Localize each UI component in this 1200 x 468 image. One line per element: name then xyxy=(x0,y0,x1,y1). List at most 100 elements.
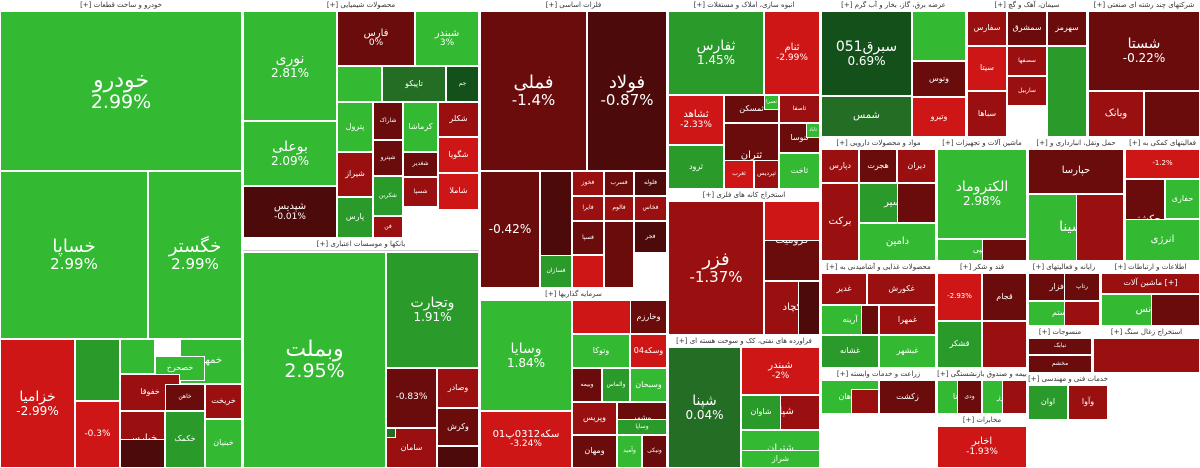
stock-tile[interactable]: خزامیا -2.99% xyxy=(0,339,75,468)
stock-tile[interactable]: خساپا 2.99% xyxy=(0,171,148,339)
stock-tile[interactable]: وصادر xyxy=(437,368,479,408)
stock-tile[interactable]: سصفها xyxy=(1007,46,1047,76)
stock-tile[interactable]: هجرت xyxy=(859,149,897,183)
stock-tile[interactable] xyxy=(437,446,479,468)
stock-tile[interactable] xyxy=(120,439,165,468)
stock-tile[interactable] xyxy=(897,183,936,223)
stock-tile[interactable]: -0.83% xyxy=(386,368,437,428)
stock-tile[interactable] xyxy=(1093,338,1200,373)
stock-tile[interactable]: سباها xyxy=(967,91,1007,137)
stock-tile[interactable]: والماس xyxy=(602,368,630,402)
stock-tile[interactable]: ونیکی xyxy=(642,435,667,468)
stock-tile[interactable]: ثاباد xyxy=(806,123,820,138)
stock-tile[interactable]: شاملا xyxy=(438,173,479,210)
stock-tile[interactable]: ودی xyxy=(957,380,982,414)
stock-tile[interactable]: سفارس xyxy=(967,11,1007,46)
stock-tile[interactable]: وسایا 1.84% xyxy=(480,300,572,411)
stock-tile[interactable] xyxy=(982,321,1027,368)
stock-tile[interactable]: مخشم xyxy=(1028,355,1092,373)
stock-tile[interactable] xyxy=(572,255,604,288)
stock-tile[interactable]: وتوس xyxy=(912,61,966,97)
stock-tile[interactable]: وساپا xyxy=(617,419,667,435)
stock-tile[interactable]: وبملت 2.95% xyxy=(243,252,386,468)
stock-tile[interactable]: فایرا xyxy=(572,196,604,221)
stock-tile[interactable]: ثپردیس xyxy=(754,160,779,189)
stock-tile[interactable]: -0.3% xyxy=(75,401,120,468)
stock-tile[interactable]: الکتروماد 2.98% xyxy=(937,149,1027,239)
stock-tile[interactable] xyxy=(861,305,879,335)
stock-tile[interactable]: انرژی xyxy=(1125,219,1200,261)
stock-tile[interactable]: وتوکا xyxy=(572,334,630,368)
stock-tile[interactable]: شاوان xyxy=(741,395,781,430)
stock-tile[interactable] xyxy=(764,201,820,241)
stock-tile[interactable]: ثشاهد -2.33% xyxy=(668,95,724,145)
stock-tile[interactable]: خبنیان xyxy=(205,419,242,468)
stock-tile[interactable] xyxy=(1151,294,1200,326)
stock-tile[interactable]: فارس 0% xyxy=(337,11,415,66)
stock-tile[interactable]: وتجارت 1.91% xyxy=(386,252,479,368)
stock-tile[interactable]: شکربن xyxy=(373,176,403,216)
stock-tile[interactable]: نبابک xyxy=(1028,338,1092,355)
stock-tile[interactable]: وآوا xyxy=(1068,385,1108,420)
stock-tile[interactable]: فالوم xyxy=(604,196,634,221)
stock-tile[interactable]: سبرق051 0.69% xyxy=(821,11,912,96)
stock-tile[interactable]: فسرب xyxy=(604,171,634,196)
stock-tile[interactable]: وخارزم xyxy=(630,300,667,334)
stock-tile[interactable] xyxy=(1064,301,1100,326)
stock-tile[interactable]: زکشت xyxy=(879,380,936,414)
stock-tile[interactable]: شسپا xyxy=(403,177,438,207)
stock-tile[interactable]: برکت xyxy=(821,183,859,261)
stock-tile[interactable]: ثغرب xyxy=(724,160,754,189)
stock-tile[interactable] xyxy=(120,339,155,374)
stock-tile[interactable] xyxy=(1076,194,1124,261)
stock-tile[interactable]: قجام xyxy=(982,273,1027,321)
stock-tile[interactable]: ثفارس 1.45% xyxy=(668,11,764,95)
stock-tile[interactable]: -2.93% xyxy=(937,273,982,321)
stock-tile[interactable] xyxy=(1047,46,1087,137)
stock-tile[interactable]: ماشین آلات [+] xyxy=(1101,273,1200,294)
stock-tile[interactable]: فسازان xyxy=(540,255,572,288)
stock-tile[interactable]: شغدیر xyxy=(403,152,438,177)
stock-tile[interactable]: فزر -1.37% xyxy=(668,201,764,335)
stock-tile[interactable] xyxy=(1002,380,1027,414)
stock-tile[interactable]: -0.42% xyxy=(480,171,540,288)
stock-tile[interactable]: فلوله xyxy=(634,171,667,196)
stock-tile[interactable]: -1.2% xyxy=(1125,149,1200,179)
stock-tile[interactable]: فملی -1.4% xyxy=(480,11,587,171)
stock-tile[interactable]: ساربیل xyxy=(1007,76,1047,106)
stock-tile[interactable]: ثعمرا xyxy=(764,95,779,110)
stock-tile[interactable] xyxy=(1144,91,1200,137)
stock-tile[interactable]: وپریس xyxy=(572,402,617,435)
stock-tile[interactable]: شپنا 0.04% xyxy=(668,347,741,468)
stock-tile[interactable] xyxy=(851,389,879,414)
sector-header[interactable]: بانکها و موسسات اعتباری [+] xyxy=(243,239,479,251)
stock-tile[interactable]: فخوز xyxy=(572,171,604,196)
stock-tile[interactable]: وبیمه xyxy=(572,368,602,402)
stock-tile[interactable] xyxy=(798,281,820,335)
stock-tile[interactable]: حپارسا xyxy=(1028,149,1124,194)
stock-tile[interactable]: ثرود xyxy=(668,145,724,189)
stock-tile[interactable]: اخابر -1.93% xyxy=(937,426,1027,468)
stock-tile[interactable]: شگویا xyxy=(438,137,479,173)
stock-tile[interactable]: شبندر 3% xyxy=(415,11,479,66)
stock-tile[interactable]: وتیرو xyxy=(912,97,966,137)
stock-tile[interactable]: شیراز xyxy=(337,152,373,197)
stock-tile[interactable]: غشانه xyxy=(821,335,879,368)
stock-tile[interactable]: وسکه04 xyxy=(630,334,667,368)
stock-tile[interactable]: فسپا xyxy=(572,221,604,255)
stock-tile[interactable] xyxy=(337,66,382,102)
stock-tile[interactable] xyxy=(912,11,966,61)
stock-tile[interactable] xyxy=(75,339,120,401)
stock-tile[interactable]: سمشرق xyxy=(1007,11,1047,46)
stock-tile[interactable]: وکرش xyxy=(437,408,479,446)
stock-tile[interactable]: وآمید xyxy=(617,435,642,468)
stock-tile[interactable]: شمس xyxy=(821,96,912,137)
stock-tile[interactable]: حفاری xyxy=(1165,179,1200,219)
stock-tile[interactable]: غکورش xyxy=(867,273,936,305)
stock-tile[interactable]: ثاصفا xyxy=(779,95,820,123)
stock-tile[interactable]: فخاس xyxy=(634,196,667,221)
stock-tile[interactable]: ثنام -2.99% xyxy=(764,11,820,95)
stock-tile[interactable] xyxy=(982,239,1027,261)
stock-tile[interactable]: شراز xyxy=(741,450,820,468)
stock-tile[interactable]: اوان xyxy=(1028,385,1068,420)
